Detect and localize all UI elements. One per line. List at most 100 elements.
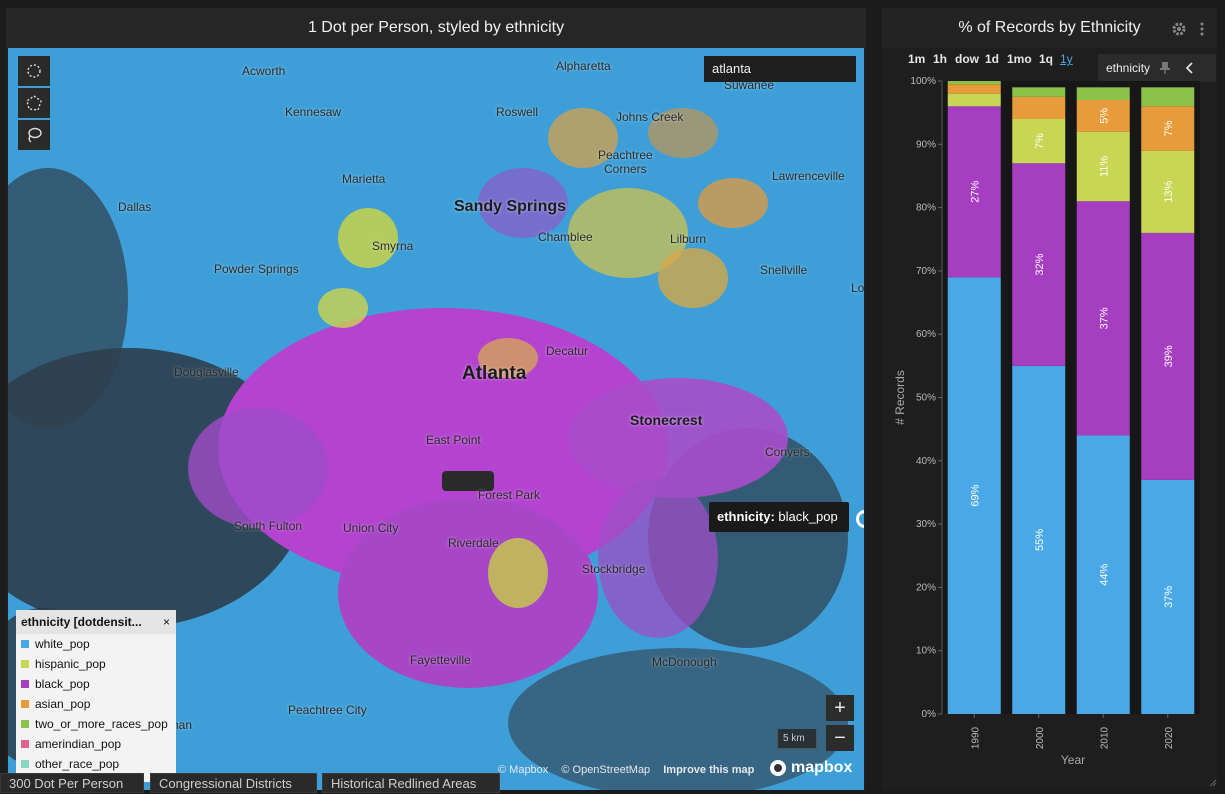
bar-data-label: 27% (969, 181, 981, 203)
polygon-select-tool[interactable] (18, 88, 50, 118)
city-label: McDonough (652, 655, 717, 669)
dashed-polygon-icon (26, 95, 42, 111)
city-label: Alpharetta (556, 59, 611, 73)
lasso-icon (28, 127, 42, 143)
time-button-1mo[interactable]: 1mo (1007, 52, 1032, 66)
bar-data-label: 11% (1098, 156, 1110, 177)
map-purple-region (568, 378, 788, 498)
bar-segment-white_pop (1141, 479, 1195, 714)
scale-bar: 5 km (777, 729, 817, 749)
tooltip-value: black_pop (778, 509, 838, 524)
time-button-1h[interactable]: 1h (933, 52, 948, 66)
bar-data-label: 37% (1163, 586, 1175, 608)
bar-data-label: 37% (1098, 307, 1110, 329)
more-vertical-icon[interactable] (1199, 21, 1205, 37)
chevron-left-icon[interactable] (1184, 62, 1194, 74)
city-label: Smyrna (372, 239, 414, 253)
city-label: East Point (426, 433, 481, 447)
city-label: Lawrenceville (772, 169, 845, 183)
bar-segment-hispanic_pop (1076, 131, 1130, 202)
legend-item[interactable]: two_or_more_races_pop (16, 714, 176, 734)
mapbox-logo[interactable]: mapbox (768, 758, 852, 778)
tab-historical-redlined-areas[interactable]: Historical Redlined Areas (322, 773, 500, 793)
legend-item-label: white_pop (35, 637, 90, 651)
legend-item-label: two_or_more_races_pop (35, 717, 168, 731)
city-label: nan (172, 718, 193, 732)
city-label: Conyers (765, 445, 810, 459)
city-label: South Fulton (234, 519, 303, 533)
map-yellow-region (658, 248, 728, 308)
map-purple-region (598, 478, 718, 638)
map-hover-tooltip: ethnicity: black_pop (709, 502, 849, 532)
city-label: Chamblee (538, 230, 593, 244)
attribution-osm-link[interactable]: © OpenStreetMap (561, 764, 651, 776)
city-label: Johns Creek (616, 110, 684, 124)
gear-icon[interactable] (1171, 21, 1187, 37)
legend-item-label: amerindian_pop (35, 737, 122, 751)
y-tick-label: 40% (916, 456, 936, 467)
improve-map-link[interactable]: Improve this map (663, 764, 755, 776)
bar-segment-black_pop (947, 106, 1001, 278)
tab-300-dot-per-person[interactable]: 300 Dot Per Person (0, 773, 144, 793)
bar-data-label: 32% (1034, 253, 1046, 275)
legend-title: ethnicity [dotdensit... (21, 615, 142, 629)
city-label: Lo (851, 281, 864, 295)
map-attribution: © Mapbox © OpenStreetMap Improve this ma… (498, 764, 764, 776)
legend-swatch (21, 640, 29, 648)
y-tick-label: 60% (916, 329, 936, 340)
zoom-out-button[interactable]: − (826, 725, 854, 751)
legend-item-label: black_pop (35, 677, 90, 691)
legend-item[interactable]: amerindian_pop (16, 734, 176, 754)
city-label: Marietta (342, 172, 386, 186)
map-purple-region (188, 408, 328, 528)
city-label: Roswell (496, 105, 539, 119)
legend-item[interactable]: white_pop (16, 634, 176, 654)
city-label: Dallas (118, 200, 152, 214)
time-button-1d[interactable]: 1d (985, 52, 1000, 66)
legend-item[interactable]: asian_pop (16, 694, 176, 714)
bar-segment-white_pop (1076, 435, 1130, 714)
legend-item-label: other_race_pop (35, 757, 120, 771)
time-button-1q[interactable]: 1q (1039, 52, 1054, 66)
time-button-dow[interactable]: dow (955, 52, 979, 66)
map-yellow-region (478, 338, 538, 378)
ethnicity-filter-pill[interactable]: ethnicity (1098, 54, 1216, 82)
bar-segment-white_pop (1012, 365, 1066, 714)
city-label: Stockbridge (582, 562, 646, 576)
city-label: Union City (343, 521, 399, 535)
map-panel-title: 1 Dot per Person, styled by ethnicity (6, 8, 866, 48)
resize-handle-icon (1209, 779, 1217, 787)
bar-segment-black_pop (1012, 163, 1066, 366)
legend-item[interactable]: black_pop (16, 674, 176, 694)
chart-panel: % of Records by Ethnicity ethnicity 0% 10… (882, 8, 1217, 790)
city-label: Acworth (242, 64, 286, 78)
map-orange-region (648, 108, 718, 158)
legend-swatch (21, 660, 29, 668)
bar-segment-hispanic_pop (1141, 150, 1195, 233)
legend-item-label: asian_pop (35, 697, 91, 711)
circle-select-tool[interactable] (18, 56, 50, 86)
time-button-1m[interactable]: 1m (908, 52, 926, 66)
legend-item-label: hispanic_pop (35, 657, 106, 671)
zoom-in-button[interactable]: + (826, 695, 854, 721)
pin-icon[interactable] (1160, 62, 1170, 74)
lasso-select-tool[interactable] (18, 120, 50, 150)
city-label: Douglasville (174, 365, 239, 379)
legend-item[interactable]: hispanic_pop (16, 654, 176, 674)
legend-swatch (21, 740, 29, 748)
map-yellow-region (488, 538, 548, 608)
tab-congressional-districts[interactable]: Congressional Districts (150, 773, 317, 793)
map-search-input[interactable]: atlanta (704, 56, 856, 82)
legend-swatch (21, 760, 29, 768)
x-tick-label: 2010 (1099, 726, 1110, 749)
city-label: Kennesaw (285, 105, 342, 119)
legend-item[interactable]: other_race_pop (16, 754, 176, 774)
map-purple-region (338, 498, 598, 688)
time-button-1y[interactable]: 1y (1060, 52, 1073, 66)
bar-data-label: 5% (1098, 108, 1110, 124)
legend-close-icon[interactable]: × (162, 615, 170, 629)
attribution-mapbox-link[interactable]: © Mapbox (498, 764, 549, 776)
city-label: Powder Springs (214, 262, 299, 276)
map-canvas[interactable]: Acworth Alpharetta Suwanee Kennesaw Rosw… (8, 48, 864, 790)
